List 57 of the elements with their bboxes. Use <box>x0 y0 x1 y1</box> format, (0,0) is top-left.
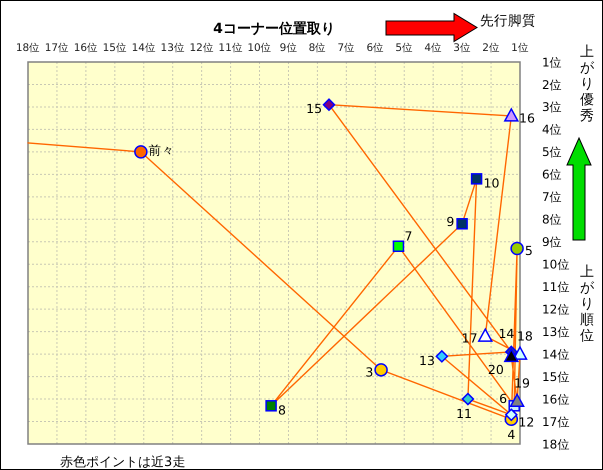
series-label: 6 <box>499 391 508 406</box>
y-tick-label: 7位 <box>542 190 562 204</box>
series-label: 5 <box>524 243 533 258</box>
y-tick-label: 5位 <box>542 145 562 160</box>
x-tick-label: 5位 <box>395 42 414 54</box>
series-label: 9 <box>446 214 454 230</box>
text: 上がり優秀 <box>580 44 595 124</box>
y-tick-label: 9位 <box>542 235 562 250</box>
x-tick-label: 15位 <box>102 42 128 54</box>
series-label: 3 <box>365 364 374 380</box>
series-label: 7 <box>404 228 412 244</box>
x-tick-label: 8位 <box>308 42 326 54</box>
series-label: 8 <box>278 402 286 418</box>
x-tick-label: 9位 <box>280 42 298 54</box>
x-axis-title: 4コーナー位置取り <box>213 21 335 37</box>
y-tick-label: 1位 <box>542 55 562 70</box>
series-label: 4 <box>507 426 516 442</box>
y-tick-label: 14位 <box>542 347 570 362</box>
y-tick-label: 18位 <box>542 437 570 452</box>
x-tick-label: 13位 <box>160 42 185 54</box>
text: 赤色ポイントは近3走 <box>60 455 186 470</box>
series-label: 11 <box>456 406 472 422</box>
series-label: 12 <box>518 414 534 430</box>
x-tick-label: 12位 <box>189 42 214 54</box>
y-tick-label: 12位 <box>542 302 570 316</box>
series-label: 13 <box>419 352 435 368</box>
y-tick-label: 17位 <box>542 414 570 429</box>
y-axis-title: 上がり順位 <box>580 264 595 344</box>
y-tick-label: 11位 <box>542 280 570 294</box>
x-tick-label: 10位 <box>247 42 272 54</box>
y-tick-label: 15位 <box>542 370 570 384</box>
text: 先行脚質 <box>480 13 536 29</box>
series-label: 前々 <box>148 142 175 158</box>
x-tick-label: 17位 <box>44 42 70 54</box>
x-tick-label: 4位 <box>424 42 442 54</box>
y-tick-label: 2位 <box>542 78 562 92</box>
x-tick-label: 11位 <box>218 42 243 54</box>
y-tick-label: 8位 <box>542 212 562 227</box>
y-tick-label: 3位 <box>542 100 562 114</box>
x-tick-label: 2位 <box>482 42 500 54</box>
x-tick-label: 14位 <box>132 42 156 54</box>
y-tick-label: 10位 <box>542 258 570 272</box>
y-tick-label: 13位 <box>542 324 570 339</box>
series-label: 15 <box>306 101 322 116</box>
y-tick-label: 4位 <box>542 122 562 137</box>
series-label: 20 <box>488 362 504 377</box>
y-tick-label: 16位 <box>542 392 570 406</box>
series-label: 10 <box>484 175 500 190</box>
x-tick-label: 6位 <box>366 42 384 54</box>
x-tick-label: 18位 <box>16 42 40 54</box>
x-tick-label: 1位 <box>511 42 529 54</box>
series-label: 18 <box>516 328 533 344</box>
y-tick-label: 6位 <box>542 168 562 182</box>
x-tick-label: 3位 <box>453 42 471 54</box>
x-tick-label: 7位 <box>338 42 356 54</box>
series-label: 16 <box>519 110 536 126</box>
x-tick-label: 16位 <box>74 42 98 54</box>
